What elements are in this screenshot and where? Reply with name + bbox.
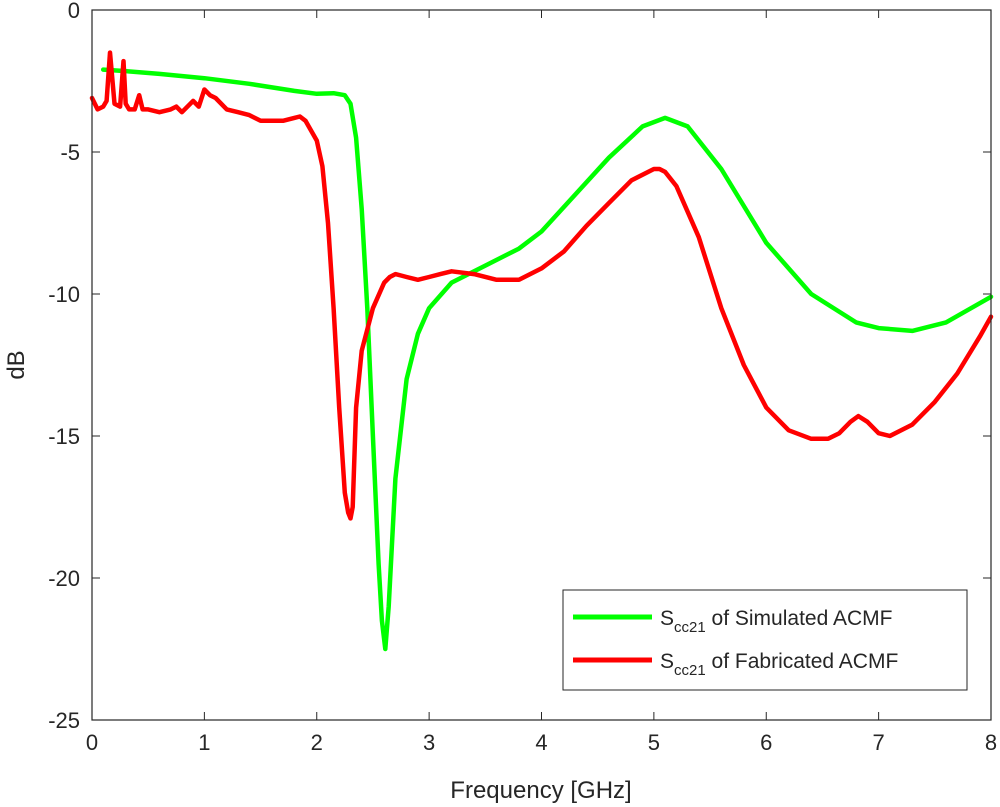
y-tick-label: -15 [48,424,80,449]
x-tick-label: 6 [760,730,772,755]
legend-entry-simulated: Scc21 of Simulated ACMF [660,607,892,636]
x-tick-label: 7 [873,730,885,755]
legend-subscript-fabricated: cc21 [674,662,706,679]
x-axis-title: Frequency [GHz] [450,777,631,804]
y-tick-label: -5 [60,140,80,165]
series-layer [89,50,994,652]
legend-main-simulated: S [660,607,674,630]
legend-label-fabricated: of Fabricated ACMF [706,650,899,673]
y-tick-label: -20 [48,566,80,591]
x-tick-label: 0 [86,730,98,755]
y-tick-label: 0 [68,0,80,23]
x-tick-label: 4 [535,730,547,755]
x-tick-label: 5 [648,730,660,755]
y-tick-label: -10 [48,282,80,307]
legend-subscript-simulated: cc21 [674,619,706,636]
series-line-fabricated [89,50,994,521]
legend-main-fabricated: S [660,650,674,673]
legend-box [562,589,968,691]
y-axis-title: dB [3,350,30,379]
x-ticks: 0 1 2 3 4 5 6 7 8 [86,10,997,755]
legend-entry-fabricated: Scc21 of Fabricated ACMF [660,650,898,679]
y-tick-label: -25 [48,708,80,733]
series-line-simulated [100,67,994,652]
legend: Scc21 of Simulated ACMF Scc21 of Fabrica… [562,589,968,691]
y-ticks: 0 -5 -10 -15 -20 -25 [48,0,991,733]
x-tick-label: 2 [311,730,323,755]
legend-label-simulated: of Simulated ACMF [706,607,893,630]
x-tick-label: 8 [985,730,997,755]
x-tick-label: 3 [423,730,435,755]
x-tick-label: 1 [198,730,210,755]
